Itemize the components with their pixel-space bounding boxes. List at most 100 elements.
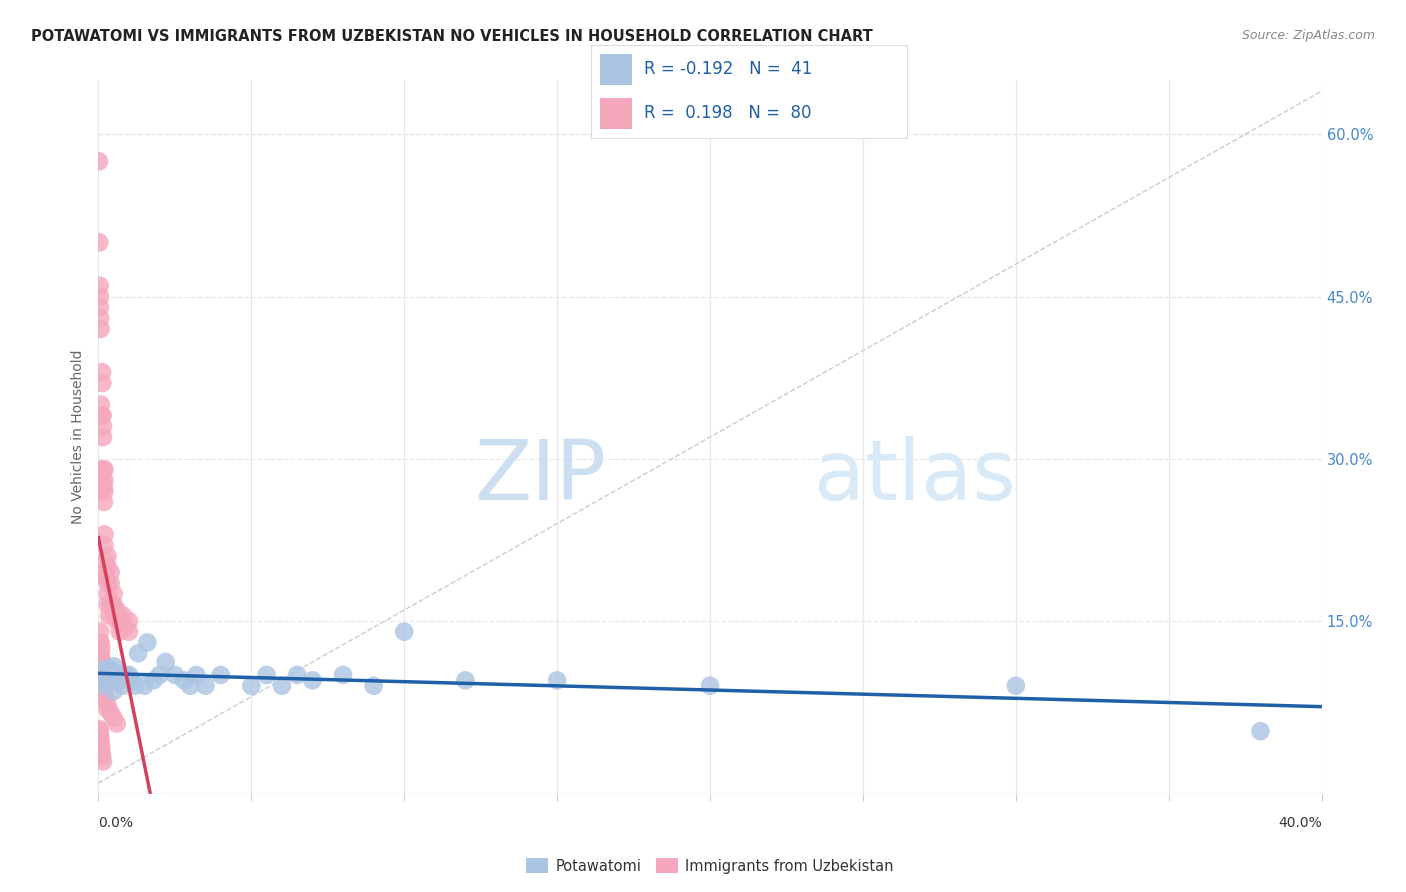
- Point: [98, 608, 121, 623]
- Point: [256, 668, 278, 682]
- Point: [97, 576, 120, 591]
- Point: [91, 376, 114, 390]
- Point: [121, 673, 143, 688]
- Point: [97, 598, 120, 612]
- Point: [90, 651, 112, 665]
- Point: [93, 679, 115, 693]
- Point: [301, 673, 323, 688]
- Point: [90, 462, 112, 476]
- Point: [97, 702, 120, 716]
- Point: [97, 698, 120, 713]
- Point: [155, 655, 177, 669]
- Point: [100, 706, 122, 720]
- Point: [90, 484, 112, 499]
- Text: POTAWATOMI VS IMMIGRANTS FROM UZBEKISTAN NO VEHICLES IN HOUSEHOLD CORRELATION CH: POTAWATOMI VS IMMIGRANTS FROM UZBEKISTAN…: [31, 29, 873, 44]
- Point: [89, 635, 111, 649]
- Point: [91, 657, 114, 672]
- Point: [332, 668, 354, 682]
- Point: [89, 301, 111, 315]
- Point: [97, 673, 120, 688]
- Point: [93, 484, 115, 499]
- Point: [93, 462, 115, 476]
- Y-axis label: No Vehicles in Household: No Vehicles in Household: [70, 350, 84, 524]
- Text: 40.0%: 40.0%: [1278, 816, 1322, 830]
- Point: [91, 668, 114, 682]
- Point: [105, 603, 128, 617]
- Point: [93, 690, 115, 704]
- Point: [90, 646, 112, 660]
- Point: [91, 365, 114, 379]
- Point: [142, 673, 165, 688]
- Point: [93, 527, 115, 541]
- Point: [103, 608, 125, 623]
- Point: [124, 679, 146, 693]
- Text: R =  0.198   N =  80: R = 0.198 N = 80: [644, 103, 811, 121]
- Point: [100, 566, 122, 580]
- Point: [90, 409, 112, 423]
- Point: [179, 679, 201, 693]
- Point: [93, 495, 115, 509]
- Point: [90, 635, 112, 649]
- Point: [94, 566, 117, 580]
- Point: [100, 663, 122, 677]
- Point: [699, 679, 721, 693]
- Point: [118, 624, 141, 639]
- Point: [392, 624, 416, 639]
- Point: [97, 549, 120, 563]
- Point: [93, 673, 115, 688]
- Point: [103, 711, 125, 725]
- Text: Source: ZipAtlas.com: Source: ZipAtlas.com: [1241, 29, 1375, 42]
- Point: [89, 311, 111, 326]
- Point: [89, 722, 111, 736]
- Point: [173, 673, 195, 688]
- Point: [90, 640, 112, 655]
- Point: [105, 716, 128, 731]
- Point: [93, 663, 115, 677]
- Point: [90, 741, 112, 756]
- Point: [90, 651, 112, 665]
- Point: [105, 614, 128, 628]
- Point: [103, 659, 125, 673]
- Point: [91, 755, 114, 769]
- Point: [91, 419, 114, 434]
- Point: [163, 668, 186, 682]
- Point: [100, 673, 122, 688]
- Point: [111, 679, 134, 693]
- Point: [127, 646, 149, 660]
- Point: [90, 473, 112, 487]
- Point: [89, 731, 111, 745]
- Point: [111, 608, 134, 623]
- Point: [91, 749, 114, 764]
- Point: [103, 598, 125, 612]
- Point: [1004, 679, 1026, 693]
- Point: [1249, 724, 1271, 739]
- Point: [90, 398, 112, 412]
- Point: [115, 668, 138, 682]
- Point: [97, 587, 120, 601]
- Point: [270, 679, 292, 693]
- Point: [89, 278, 111, 293]
- Point: [186, 668, 208, 682]
- Point: [240, 679, 263, 693]
- Point: [94, 691, 117, 706]
- Point: [89, 289, 111, 303]
- Point: [89, 624, 111, 639]
- Point: [103, 684, 125, 698]
- Point: [89, 724, 111, 739]
- Point: [103, 587, 125, 601]
- Point: [285, 668, 308, 682]
- Point: [91, 462, 114, 476]
- Point: [93, 473, 115, 487]
- Point: [93, 538, 115, 552]
- Point: [363, 679, 385, 693]
- Point: [118, 668, 141, 682]
- Point: [91, 673, 114, 688]
- Point: [118, 614, 141, 628]
- Point: [454, 673, 477, 688]
- Point: [100, 576, 122, 591]
- Point: [97, 559, 120, 574]
- Point: [546, 673, 568, 688]
- FancyBboxPatch shape: [600, 54, 631, 85]
- FancyBboxPatch shape: [600, 98, 631, 129]
- Point: [108, 673, 131, 688]
